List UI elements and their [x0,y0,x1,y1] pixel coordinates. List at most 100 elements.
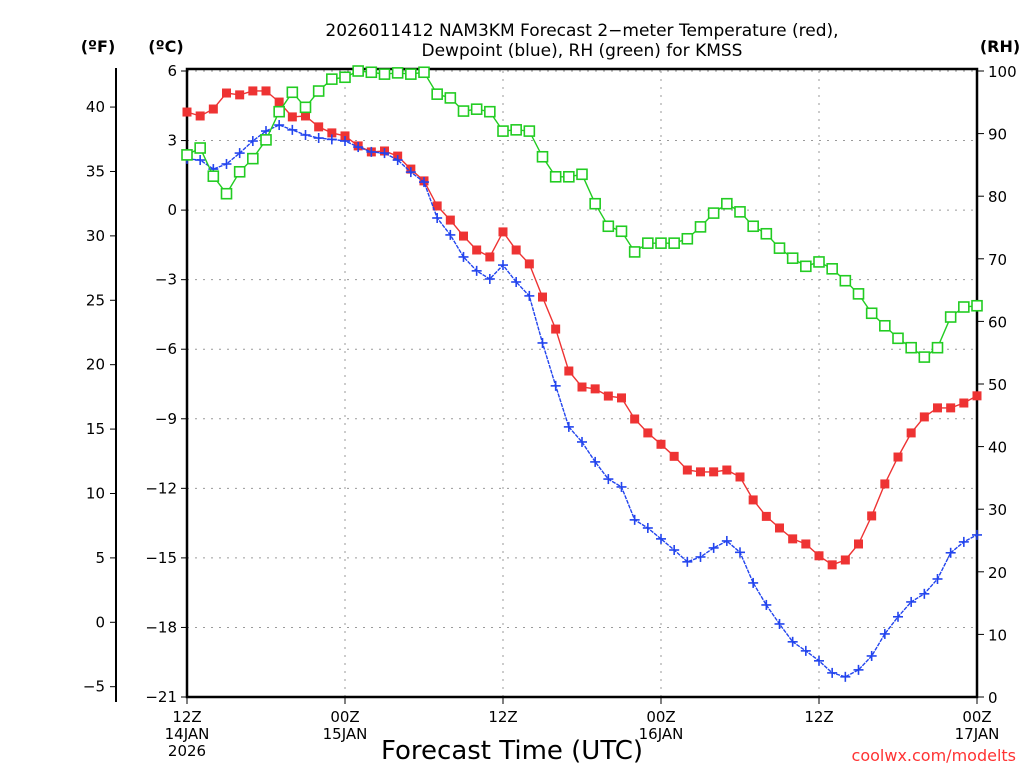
rh-point [707,207,720,219]
temperature-point [656,439,666,449]
temperature-point [827,560,837,570]
rh-tick-label: 60 [988,313,1007,331]
rh-axis-unit: (RH) [980,37,1020,56]
x-tick-label: 00Z [646,708,675,726]
temperature-point [459,231,468,241]
dewpoint-point [445,229,456,240]
chart-title-line1: 2026011412 NAM3KM Forecast 2−meter Tempe… [325,21,838,41]
dewpoint-point [484,273,495,284]
rh-point [721,197,733,210]
dewpoint-point [419,177,429,188]
dewpoint-point [642,522,653,533]
rh-point [470,103,483,115]
celsius-tick-label: −21 [145,688,177,706]
rh-point [484,105,496,118]
rh-tick-label: 90 [988,126,1007,144]
rh-point [971,299,983,312]
rh-tick-label: 80 [988,188,1007,206]
temperature-point [498,227,508,237]
rh-point [813,256,825,268]
temperature-point [432,201,442,211]
rh-point [760,227,773,240]
dewpoint-point [313,133,324,144]
rh-point [536,150,549,163]
temperature-point [274,97,284,107]
temperature-point [182,107,192,117]
fahrenheit-tick-label: 5 [95,549,105,567]
rh-point [931,341,944,354]
rh-point [589,197,601,210]
rh-point [668,237,680,249]
x-tick-label: 17JAN [955,725,1000,743]
x-tick-label: 12Z [488,708,517,726]
temperature-point [906,428,916,438]
dewpoint-point [247,136,258,147]
dewpoint-point [616,481,627,492]
rh-point [431,88,443,100]
temperature-point [893,452,903,462]
dewpoint-point [550,380,561,391]
series-rh [181,65,983,363]
rh-point [747,220,759,233]
rh-point [378,68,391,80]
dewpoint-point [774,618,785,629]
x-tick-label: 15JAN [323,725,368,743]
dewpoint-point [708,542,719,553]
dewpoint-point [919,588,930,599]
temperature-point [630,414,640,424]
temperature-point [590,384,600,394]
celsius-tick-label: 6 [167,62,177,80]
dewpoint-point [471,265,482,276]
temperature-point [248,86,258,96]
rh-point [642,237,654,249]
rh-point [312,85,325,97]
rh-point [273,105,285,118]
temperature-point [946,403,956,413]
x-tick-label: 12Z [804,708,833,726]
rh-point [602,220,615,233]
fahrenheit-tick-label: 10 [86,484,105,502]
rh-point [655,237,667,249]
temperature-point [485,252,495,262]
dewpoint-point [814,655,824,666]
temperature-point [538,292,547,302]
celsius-tick-label: −15 [145,549,177,567]
dewpoint-point [392,155,403,166]
temperature-point [709,467,719,477]
rh-point [365,66,378,79]
dewpoint-point [511,276,522,287]
rh-point [352,65,364,77]
temperature-point [235,90,245,100]
temperature-point [854,539,863,549]
rh-tick-label: 70 [988,251,1007,269]
fahrenheit-tick-label: 0 [95,613,105,631]
dewpoint-point [274,120,285,131]
rh-point [958,301,970,313]
x-tick-label: 00Z [962,708,991,726]
temperature-point [208,104,218,114]
x-tick-label: 14JAN [165,725,210,743]
celsius-tick-label: −9 [155,410,177,428]
rh-point [247,152,259,165]
temperature-point [972,391,982,401]
rh-tick-label: 50 [988,376,1007,394]
dewpoint-point [866,650,877,661]
rh-point [457,105,470,117]
celsius-tick-label: −3 [155,271,177,289]
dewpoint-point [379,148,390,159]
dewpoint-point [945,547,956,558]
x-tick-label: 2026 [168,742,206,760]
rh-point [628,246,641,258]
temperature-point [577,382,587,392]
dewpoint-point [498,260,508,271]
celsius-tick-label: 3 [167,132,177,150]
temperature-point [314,122,324,132]
temperature-point [327,128,337,138]
dewpoint-point [234,148,245,159]
temperature-point [261,86,271,96]
dewpoint-point [695,551,706,562]
dewpoint-point [405,167,416,178]
fahrenheit-tick-label: 20 [86,356,105,374]
fahrenheit-tick-label: 15 [86,420,105,438]
celsius-tick-label: −6 [155,340,177,358]
